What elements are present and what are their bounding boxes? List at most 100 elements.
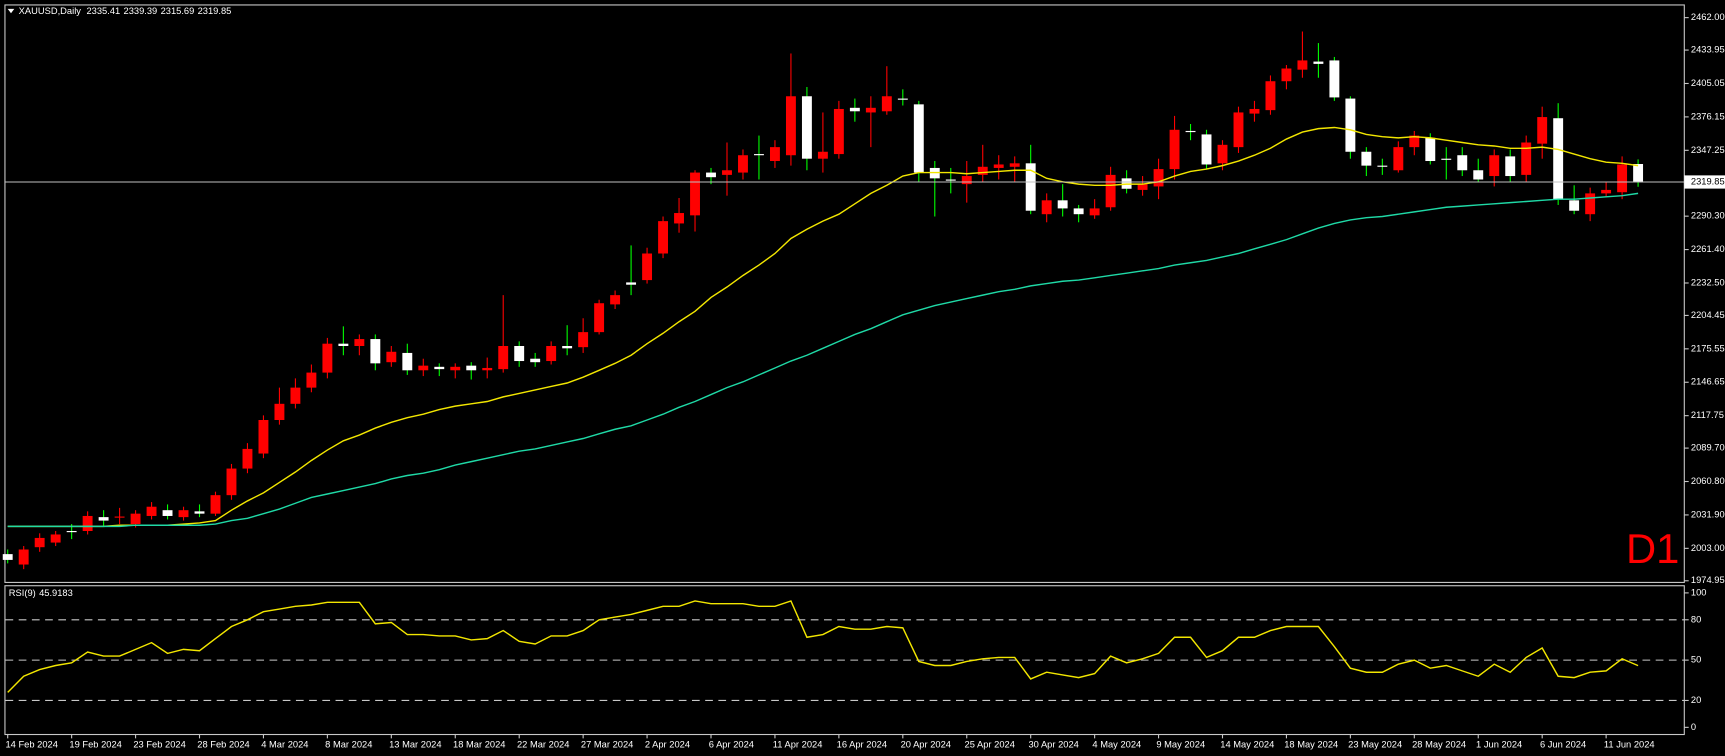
x-tick-label: 11 Jun 2024: [1604, 739, 1655, 749]
candle-body: [1505, 156, 1516, 177]
rsi-line: [7, 600, 1639, 693]
header-close: 2319.85: [198, 7, 232, 17]
candle-body: [1297, 60, 1308, 70]
candle-body: [610, 295, 621, 305]
candle-body: [626, 282, 637, 285]
rsi-header: RSI(9) 45.9183: [9, 588, 73, 598]
candle-body: [1521, 142, 1532, 175]
x-tick-label: 23 May 2024: [1348, 739, 1402, 749]
candle-body: [402, 352, 413, 371]
candle-body: [1233, 112, 1244, 148]
candle-body: [114, 516, 125, 518]
candle-body: [1585, 193, 1596, 215]
candle-body: [354, 339, 365, 347]
y-tick-label: 2146.65: [1691, 377, 1725, 387]
candle-body: [98, 517, 109, 521]
y-tick-label: 2031.90: [1691, 509, 1725, 519]
candle-body: [530, 358, 541, 363]
chart-title: XAUUSD,Daily: [19, 7, 82, 17]
candle-body: [66, 530, 77, 533]
candle-body: [514, 346, 525, 362]
timeframe-annotation: D1: [1626, 525, 1679, 572]
candle-body: [34, 537, 45, 548]
candle-body: [1313, 61, 1324, 64]
y-tick-label: 1974.95: [1691, 575, 1725, 585]
x-tick-label: 28 Feb 2024: [197, 739, 249, 749]
candle-body: [1201, 134, 1212, 165]
candle-body: [1137, 184, 1148, 190]
candle-body: [2, 554, 13, 560]
candle-body: [50, 534, 61, 543]
candle-body: [1345, 98, 1356, 152]
x-tick-label: 28 May 2024: [1412, 739, 1466, 749]
candle-body: [162, 510, 173, 516]
candle-body: [546, 346, 557, 362]
candle-body: [658, 221, 669, 254]
candle-body: [130, 513, 141, 525]
candle-body: [913, 104, 924, 173]
candle-body: [722, 170, 732, 175]
candle-body: [146, 506, 157, 516]
candle-body: [1361, 151, 1372, 166]
candle-body: [242, 448, 253, 469]
candle-body: [1105, 174, 1116, 208]
candle-body: [1185, 130, 1196, 133]
y-tick-label: 2117.75: [1691, 410, 1724, 420]
candle-body: [1409, 135, 1420, 148]
candle-body: [594, 303, 605, 333]
candle-body: [1537, 117, 1548, 144]
candle-body: [1073, 208, 1084, 215]
candle-body: [849, 107, 860, 112]
candle-body: [801, 96, 812, 159]
candle-body: [1425, 137, 1436, 162]
y-tick-label: 2347.25: [1691, 145, 1725, 155]
x-tick-label: 8 Mar 2024: [325, 739, 372, 749]
menu-arrow: [7, 8, 15, 14]
candle-body: [690, 172, 700, 216]
x-tick-label: 11 Apr 2024: [773, 739, 823, 749]
candle-body: [338, 343, 349, 347]
moving-average-line: [7, 126, 1639, 528]
candle-body: [1377, 165, 1388, 167]
chart-header: XAUUSD,Daily 2335.41 2339.39 2315.69 2319.85: [19, 7, 232, 17]
candle-body: [1329, 60, 1340, 98]
x-tick-label: 30 Apr 2024: [1028, 739, 1078, 749]
candle-body: [977, 166, 988, 175]
candle-body: [178, 510, 189, 518]
candle-body: [322, 343, 333, 373]
candle-body: [1457, 155, 1468, 171]
candle-body: [1633, 164, 1644, 182]
candle-body: [642, 253, 653, 281]
candle-body: [1441, 158, 1452, 160]
candle-body: [1281, 68, 1292, 82]
candle-body: [1569, 200, 1580, 211]
candle-body: [961, 176, 972, 185]
x-tick-label: 25 Apr 2024: [965, 739, 1015, 749]
candle-body: [1249, 108, 1260, 114]
y-tick-label: 2376.15: [1691, 111, 1725, 121]
header-low: 2315.69: [161, 7, 195, 17]
y-tick-label: 2232.50: [1691, 277, 1725, 287]
x-tick-label: 22 Mar 2024: [517, 739, 569, 749]
candle-body: [865, 107, 876, 113]
x-tick-label: 14 May 2024: [1220, 739, 1274, 749]
candle-body: [578, 332, 589, 348]
y-tick-label: 2204.45: [1691, 310, 1725, 320]
candle-body: [881, 96, 892, 112]
candle-body: [1553, 118, 1564, 200]
x-tick-label: 2 Apr 2024: [645, 739, 690, 749]
candle-body: [226, 468, 237, 496]
candle-body: [1473, 170, 1484, 180]
candle-body: [1489, 155, 1500, 177]
current-price-box: [1684, 175, 1725, 189]
header-high: 2339.39: [124, 7, 158, 17]
y-tick-label: 80: [1691, 614, 1701, 624]
candle-body: [1169, 129, 1180, 170]
main-panel-frame: [4, 4, 1685, 583]
candle-body: [945, 179, 956, 181]
moving-average-line: [7, 192, 1639, 528]
x-tick-label: 27 Mar 2024: [581, 739, 633, 749]
candle-body: [1393, 147, 1404, 171]
candle-body: [370, 339, 381, 364]
